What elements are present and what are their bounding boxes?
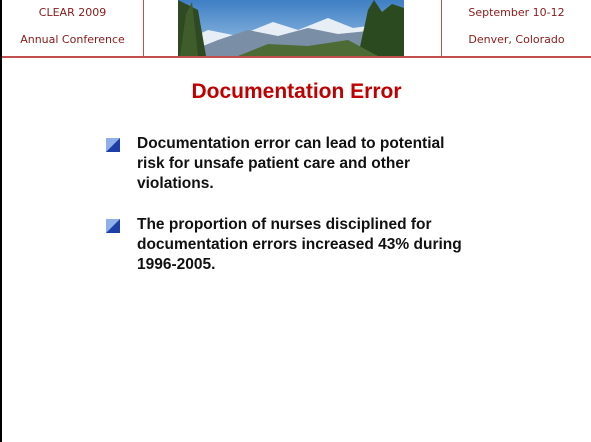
bullet-list: Documentation error can lead to potentia… (106, 134, 466, 296)
header-left: CLEAR 2009 Annual Conference (2, 0, 144, 56)
bullet-text: Documentation error can lead to potentia… (137, 135, 444, 192)
bullet-icon (106, 138, 120, 152)
bullet-item: The proportion of nurses disciplined for… (106, 215, 466, 275)
header-line: CLEAR 2009 (2, 6, 143, 19)
header-right: September 10-12 Denver, Colorado (441, 0, 591, 56)
bullet-item: Documentation error can lead to potentia… (106, 134, 466, 194)
bullet-text: The proportion of nurses disciplined for… (137, 216, 462, 273)
header-line: Annual Conference (2, 33, 143, 46)
bullet-icon (106, 219, 120, 233)
header-rule (2, 56, 591, 58)
header-line: September 10-12 (442, 6, 591, 19)
slide-title: Documentation Error (2, 80, 591, 104)
header-line: Denver, Colorado (442, 33, 591, 46)
slide: CLEAR 2009 Annual Conference September 1… (0, 0, 591, 442)
header-photo (178, 0, 404, 56)
